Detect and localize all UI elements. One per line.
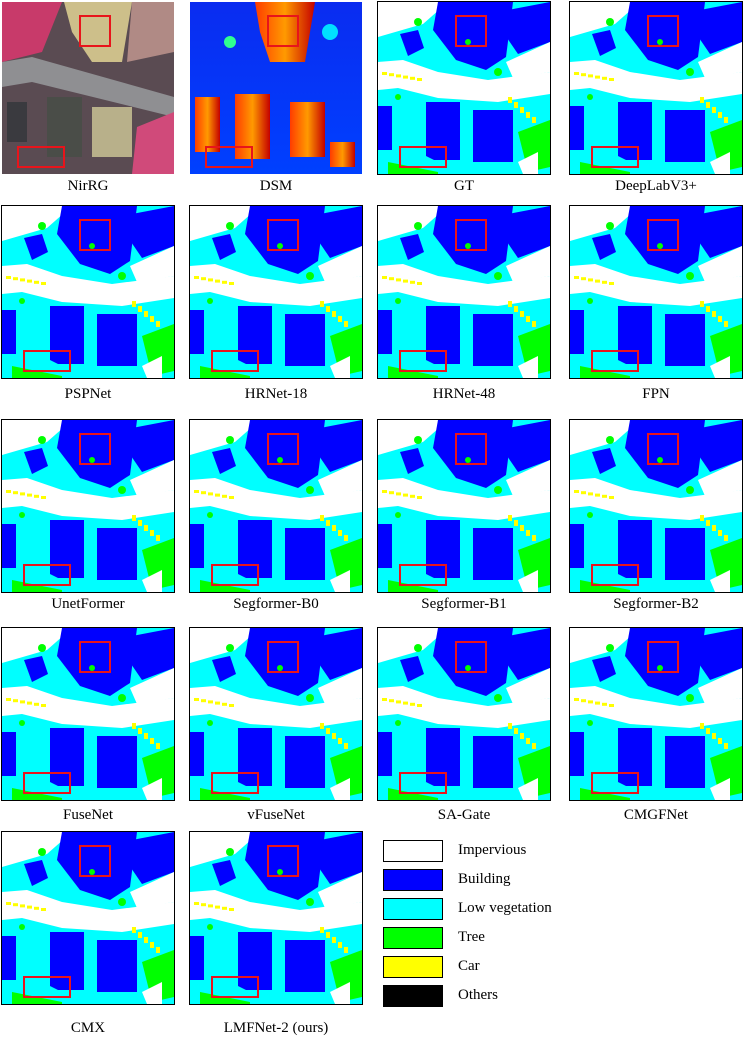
panel-caption: Segformer-B1 — [421, 596, 507, 612]
panel-caption: PSPNet — [64, 386, 112, 402]
segmentation-map — [189, 205, 363, 379]
panel-caption: Segformer-B0 — [233, 596, 319, 612]
legend-swatch-tree — [383, 927, 443, 949]
legend-label: Impervious — [458, 842, 527, 858]
panel-caption: UnetFormer — [51, 596, 125, 612]
segmentation-map — [569, 205, 743, 379]
panel-caption: FuseNet — [63, 807, 113, 823]
segmentation-map — [569, 1, 743, 175]
segmentation-map — [1, 831, 175, 1005]
legend-label: Low vegetation — [458, 900, 552, 916]
legend-label: Car — [458, 958, 480, 974]
legend-label: Others — [458, 987, 498, 1003]
dsm-image — [190, 2, 362, 174]
panel-caption: CMX — [70, 1020, 106, 1036]
segmentation-map — [189, 627, 363, 801]
segmentation-map — [569, 419, 743, 593]
segmentation-map — [1, 205, 175, 379]
segmentation-map — [377, 419, 551, 593]
legend-swatch-car — [383, 956, 443, 978]
segmentation-map — [377, 205, 551, 379]
segmentation-map — [189, 419, 363, 593]
segmentation-map — [377, 627, 551, 801]
panel-caption: GT — [454, 178, 474, 194]
panel-caption: NirRG — [67, 178, 109, 194]
panel-caption: DeepLabV3+ — [615, 178, 697, 194]
panel-caption: HRNet-48 — [432, 386, 496, 402]
panel-caption: SA-Gate — [437, 807, 491, 823]
nirrg-image — [2, 2, 174, 174]
panel-caption: vFuseNet — [247, 807, 305, 823]
panel-caption: Segformer-B2 — [613, 596, 699, 612]
legend-label: Tree — [458, 929, 485, 945]
legend-swatch-others — [383, 985, 443, 1007]
segmentation-map — [1, 627, 175, 801]
panel-caption: HRNet-18 — [244, 386, 308, 402]
legend-label: Building — [458, 871, 511, 887]
legend-swatch-low-vegetation — [383, 898, 443, 920]
legend-swatch-building — [383, 869, 443, 891]
segmentation-map — [1, 419, 175, 593]
segmentation-map — [569, 627, 743, 801]
panel-caption: DSM — [259, 178, 293, 194]
panel-caption: FPN — [642, 386, 670, 402]
legend-swatch-impervious — [383, 840, 443, 862]
segmentation-map — [189, 831, 363, 1005]
panel-caption: LMFNet-2 (ours) — [223, 1020, 329, 1036]
segmentation-map — [377, 1, 551, 175]
panel-caption: CMGFNet — [623, 807, 689, 823]
